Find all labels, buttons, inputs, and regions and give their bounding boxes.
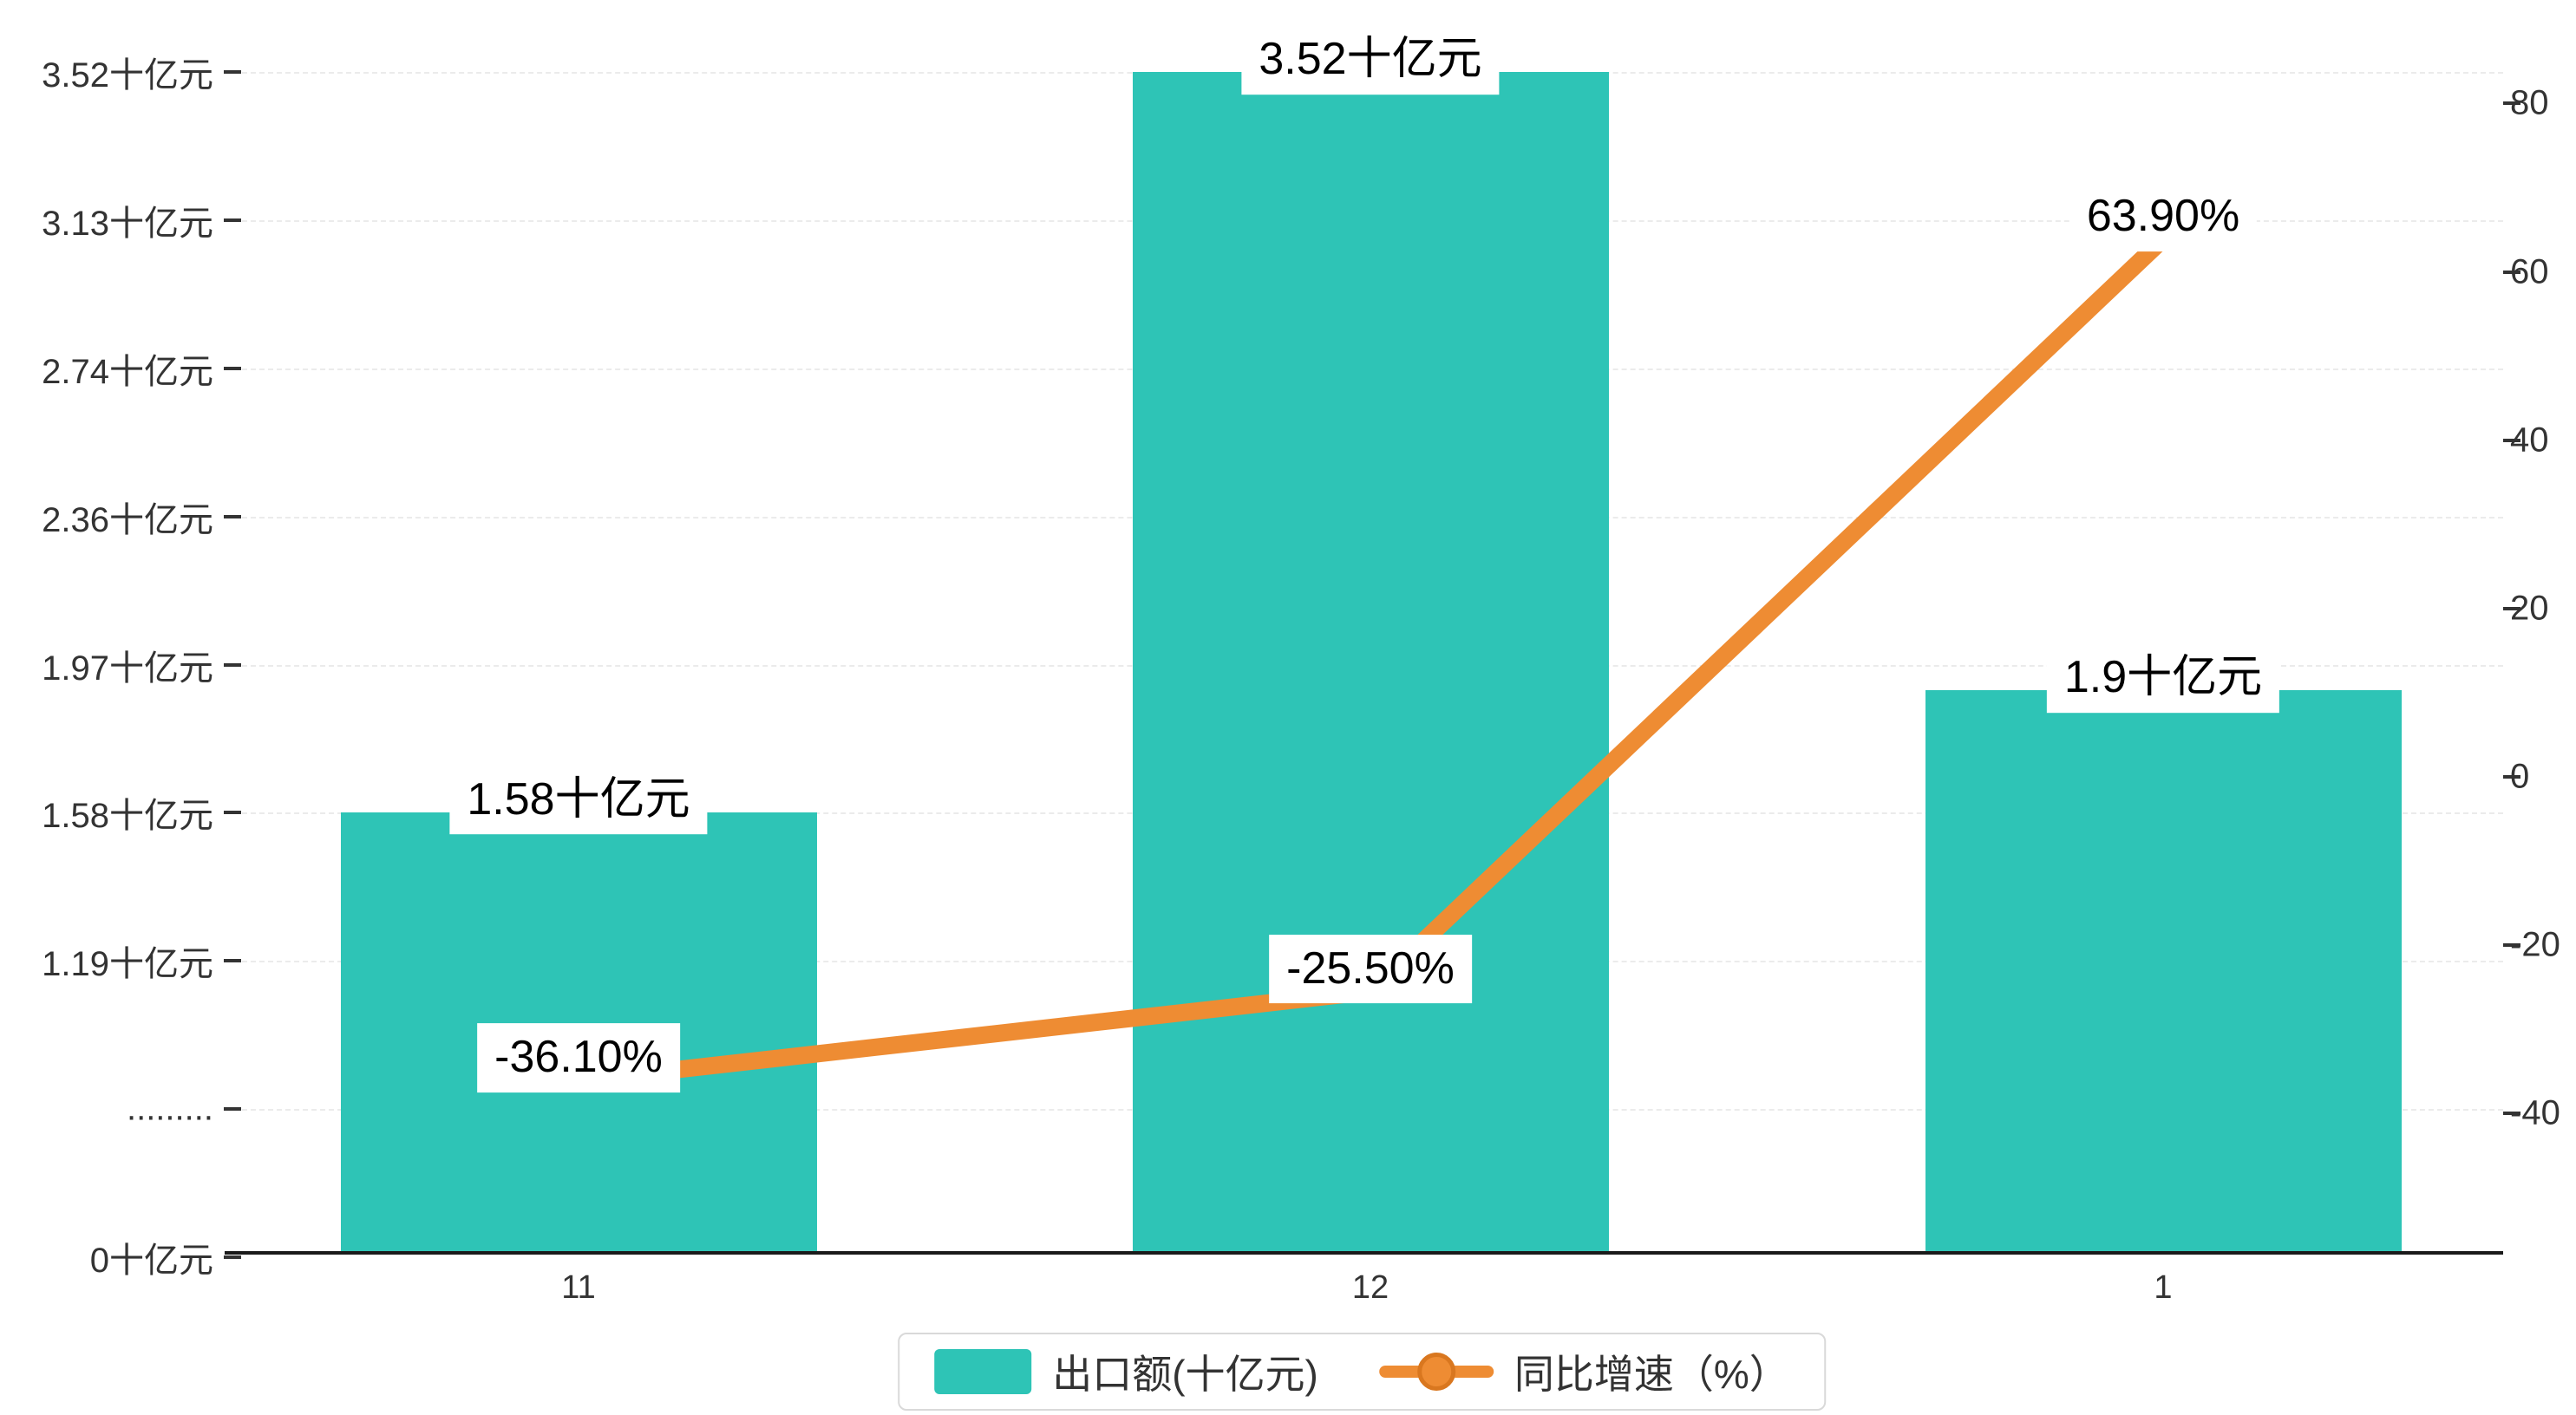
right-axis-tick-mark [2503,606,2520,610]
left-axis-tick-label: 0十亿元 [89,1242,213,1280]
left-axis-tick-label: 1.97十亿元 [42,649,213,688]
left-axis-tick-label: 1.58十亿元 [42,797,213,836]
right-axis-tick-label: 80 [2510,83,2549,122]
left-axis-tick-mark [224,1255,241,1259]
right-axis-tick-label: 0 [2510,757,2530,796]
right-axis-tick-label: -40 [2510,1093,2560,1132]
left-axis-tick-label: 2.36十亿元 [42,500,213,539]
bar-month-1 [1925,689,2402,1251]
bar-value-label: 1.9十亿元 [2046,643,2280,713]
circle-glyph-icon [1416,1353,1455,1391]
left-axis-tick-mark [224,811,241,815]
right-axis-tick-mark [2503,943,2520,948]
bar-value-label: 1.58十亿元 [449,765,708,835]
legend-item-export-value[interactable]: 出口额(十亿元) [934,1343,1318,1400]
line-value-label: 63.90% [2069,181,2258,251]
left-axis-tick-label: 1.19十亿元 [42,945,213,984]
x-axis-line [225,1251,2503,1255]
line-value-label: -36.10% [477,1023,680,1093]
legend-label-yoy-growth: 同比增速（%） [1514,1352,1789,1397]
x-axis-category-label: 12 [1351,1269,1389,1306]
line-value-label: -25.50% [1269,934,1472,1004]
right-axis-tick-mark [2503,775,2520,779]
left-axis-tick-label: ......... [126,1089,213,1128]
legend-item-yoy-growth[interactable]: 同比增速（%） [1378,1343,1789,1400]
right-axis-tick-label: 40 [2510,421,2549,460]
x-axis-category-label: 1 [2154,1269,2173,1306]
right-axis-tick-label: -20 [2510,925,2560,964]
left-axis-tick-mark [224,218,241,222]
left-axis-tick-label: 3.52十亿元 [42,56,213,95]
left-axis-tick-mark [224,70,241,74]
right-axis-tick-mark [2503,101,2520,106]
right-axis-tick-mark [2503,270,2520,274]
right-axis-tick-mark [2503,438,2520,442]
bar-value-label: 3.52十亿元 [1241,25,1500,95]
right-axis-tick-mark [2503,1112,2520,1116]
left-axis-tick-mark [224,662,241,667]
left-axis-tick-mark [224,1107,241,1112]
bar-month-12 [1132,72,1609,1251]
legend: 出口额(十亿元) 同比增速（%） [898,1333,1826,1411]
left-axis-tick-mark [224,366,241,370]
bar-swatch-icon [934,1349,1032,1394]
left-axis-tick-label: 3.13十亿元 [42,204,213,243]
left-axis-tick-label: 2.74十亿元 [42,352,213,391]
line-marker-icon [1378,1349,1494,1394]
right-axis-tick-label: 20 [2510,589,2549,628]
right-axis-tick-label: 60 [2510,252,2549,291]
left-axis-tick-mark [224,959,241,963]
x-axis-category-label: 11 [561,1269,596,1306]
left-axis-tick-mark [224,514,241,518]
legend-label-export-value: 出口额(十亿元) [1052,1352,1318,1397]
